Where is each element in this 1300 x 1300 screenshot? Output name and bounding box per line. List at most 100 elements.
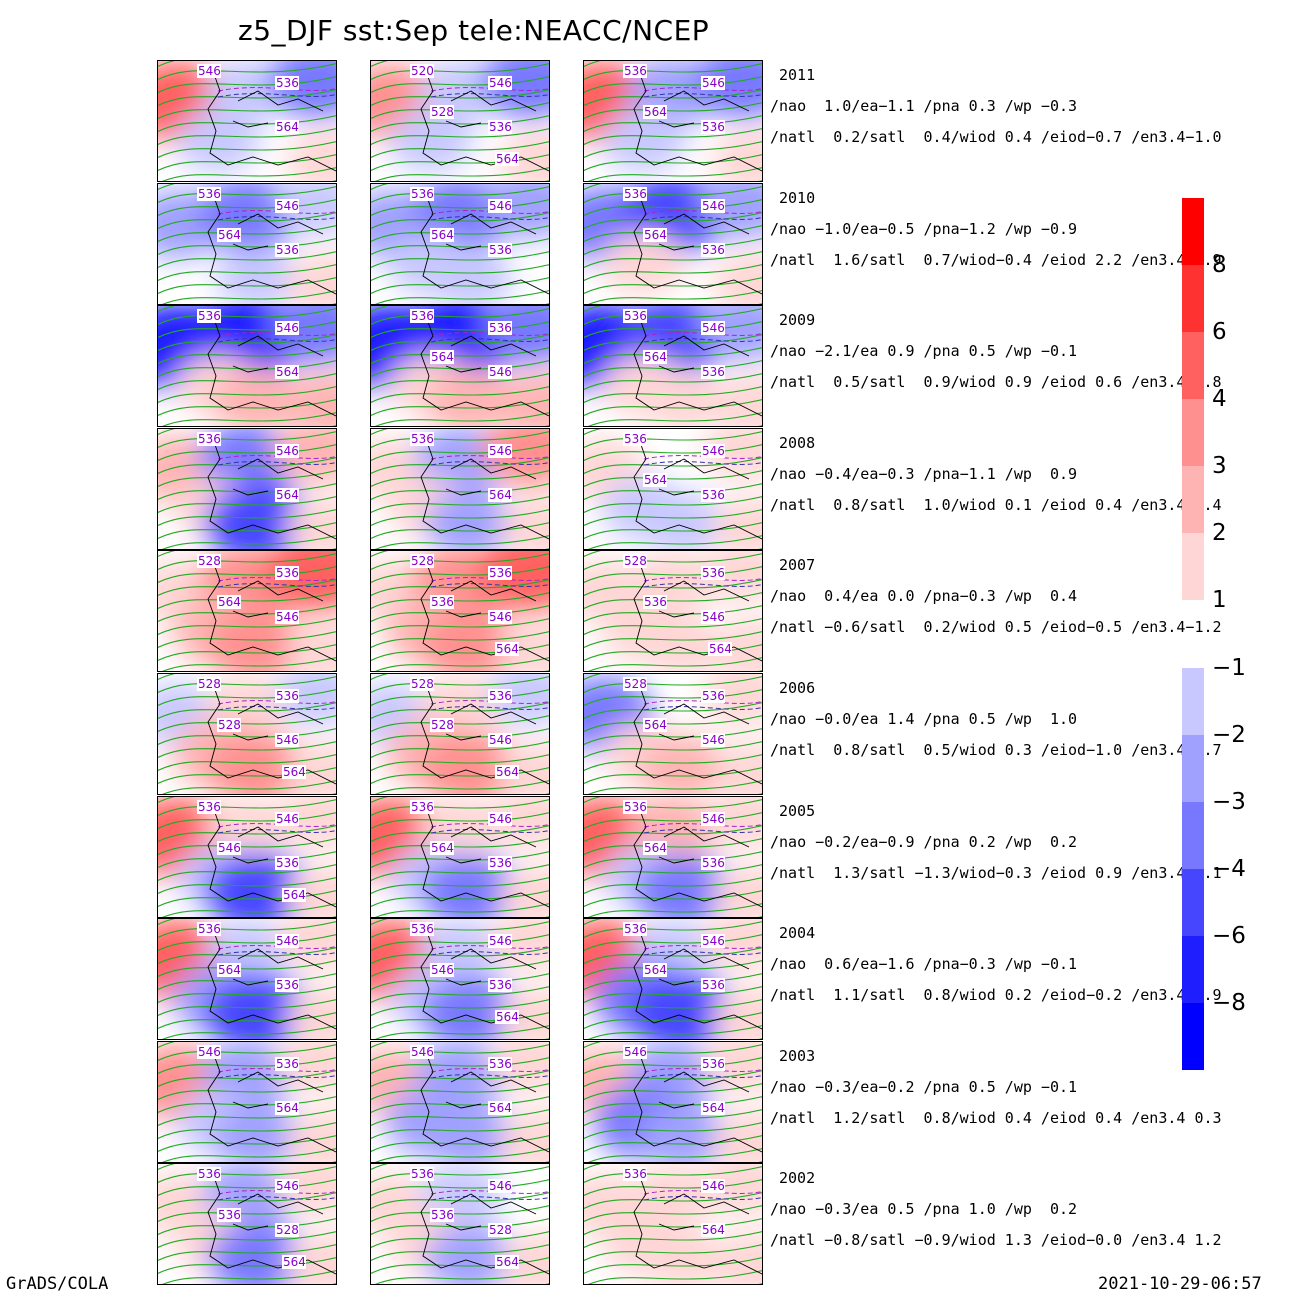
height-contour xyxy=(158,63,336,81)
contour-label: 546 xyxy=(276,444,299,458)
height-contour xyxy=(371,1244,549,1262)
height-contour xyxy=(584,579,762,597)
contour-label: 564 xyxy=(709,642,732,656)
contour-label: 546 xyxy=(702,1179,725,1193)
contour-label: 564 xyxy=(218,228,241,242)
height-contour xyxy=(158,1135,336,1153)
height-contour xyxy=(161,780,336,794)
colorbar-tick-label: −6 xyxy=(1212,923,1246,949)
height-contour xyxy=(584,674,602,681)
climatology-contour xyxy=(217,829,336,834)
height-contour xyxy=(158,431,336,449)
anomaly-shading xyxy=(276,919,336,971)
coastline xyxy=(633,1051,762,1153)
height-contour xyxy=(371,1109,549,1127)
height-contour xyxy=(158,429,176,436)
sst-index-line: /natl −0.8/satl −0.9/wiod 1.3 /eiod−0.0 … xyxy=(770,1231,1222,1249)
height-contour xyxy=(584,890,762,908)
year-label: 2011 xyxy=(779,66,816,84)
height-contour xyxy=(371,864,549,882)
coastline xyxy=(633,70,762,172)
height-contour xyxy=(371,1166,549,1184)
height-contour xyxy=(158,1057,336,1075)
height-contour xyxy=(584,483,762,501)
year-label: 2003 xyxy=(779,1047,816,1065)
contour-label: 564 xyxy=(644,473,667,487)
contour-label: 564 xyxy=(644,350,667,364)
anomaly-shading xyxy=(712,497,762,549)
height-contour xyxy=(371,496,549,514)
height-contour xyxy=(371,767,549,785)
height-contour xyxy=(584,618,762,636)
height-contour xyxy=(158,1244,336,1262)
height-contour xyxy=(371,154,549,172)
coastline xyxy=(420,806,549,908)
height-contour xyxy=(584,360,762,378)
contour-label: 528 xyxy=(489,1223,512,1237)
height-contour xyxy=(584,128,762,146)
height-contour xyxy=(584,812,762,830)
coastline xyxy=(420,193,549,295)
height-contour xyxy=(158,212,336,230)
map-panel: 536 546 536 564 xyxy=(370,796,550,918)
height-contour xyxy=(371,1042,389,1049)
sst-index-line: /natl 0.2/satl 0.4/wiod 0.4 /eiod−0.7 /e… xyxy=(770,128,1222,146)
anomaly-shading xyxy=(286,497,336,549)
contour-label: 536 xyxy=(411,1167,434,1181)
height-contour xyxy=(371,674,389,681)
contour-label: 546 xyxy=(702,812,725,826)
height-contour xyxy=(158,373,336,391)
climatology-contour xyxy=(430,1196,549,1201)
climatology-contour xyxy=(217,93,336,98)
height-contour xyxy=(371,212,549,230)
coastline xyxy=(420,1051,549,1153)
height-contour xyxy=(158,674,176,681)
contour-label: 536 xyxy=(411,187,434,201)
height-contour xyxy=(584,551,602,558)
teleconnection-index-line: /nao 1.0/ea−1.1 /pna 0.3 /wp −0.3 xyxy=(770,97,1078,115)
contour-label: 546 xyxy=(702,199,725,213)
anomaly-shading xyxy=(286,252,336,304)
anomaly-shading xyxy=(499,742,549,794)
teleconnection-index-line: /nao −1.0/ea−0.5 /pna−1.2 /wp −0.9 xyxy=(770,220,1078,238)
height-contour xyxy=(158,702,336,720)
colorbar-swatch-positive xyxy=(1182,533,1204,600)
contour-label: 536 xyxy=(702,978,725,992)
contour-label: 564 xyxy=(496,1255,519,1269)
contour-label: 536 xyxy=(624,922,647,936)
teleconnection-index-line: /nao −0.3/ea 0.5 /pna 1.0 /wp 0.2 xyxy=(770,1200,1078,1218)
footer-timestamp: 2021-10-29-06:57 xyxy=(1098,1274,1262,1294)
anomaly-shading xyxy=(712,865,762,917)
anomaly-shading xyxy=(489,674,549,726)
height-contour xyxy=(371,741,549,759)
contour-label: 536 xyxy=(624,309,647,323)
height-contour xyxy=(374,535,549,549)
height-contour xyxy=(158,264,336,282)
height-contour xyxy=(371,618,549,636)
anomaly-shading xyxy=(286,742,336,794)
contour-label: 564 xyxy=(276,365,299,379)
height-contour xyxy=(158,308,336,326)
teleconnection-index-line: /nao −0.3/ea−0.2 /pna 0.5 /wp −0.1 xyxy=(770,1078,1078,1096)
contour-label: 546 xyxy=(489,610,512,624)
sst-index-line: /natl 1.6/satl 0.7/wiod−0.4 /eiod 2.2 /e… xyxy=(770,251,1222,269)
height-contour xyxy=(584,308,762,326)
anomaly-shading xyxy=(702,551,762,603)
contour-label: 564 xyxy=(644,963,667,977)
height-contour xyxy=(584,386,762,404)
contour-label: 536 xyxy=(198,432,221,446)
height-contour xyxy=(584,644,762,662)
height-contour xyxy=(371,444,549,462)
height-contour xyxy=(371,321,549,339)
contour-label: 546 xyxy=(702,733,725,747)
height-contour xyxy=(371,999,549,1017)
climatology-contour xyxy=(217,461,336,466)
contour-label: 528 xyxy=(624,554,647,568)
height-contour xyxy=(584,728,762,746)
contour-label: 536 xyxy=(624,64,647,78)
height-contour xyxy=(158,115,336,133)
contour-label: 564 xyxy=(644,841,667,855)
contour-label: 528 xyxy=(198,677,221,691)
teleconnection-index-line: /nao 0.4/ea 0.0 /pna−0.3 /wp 0.4 xyxy=(770,587,1078,605)
height-contour xyxy=(587,290,762,304)
